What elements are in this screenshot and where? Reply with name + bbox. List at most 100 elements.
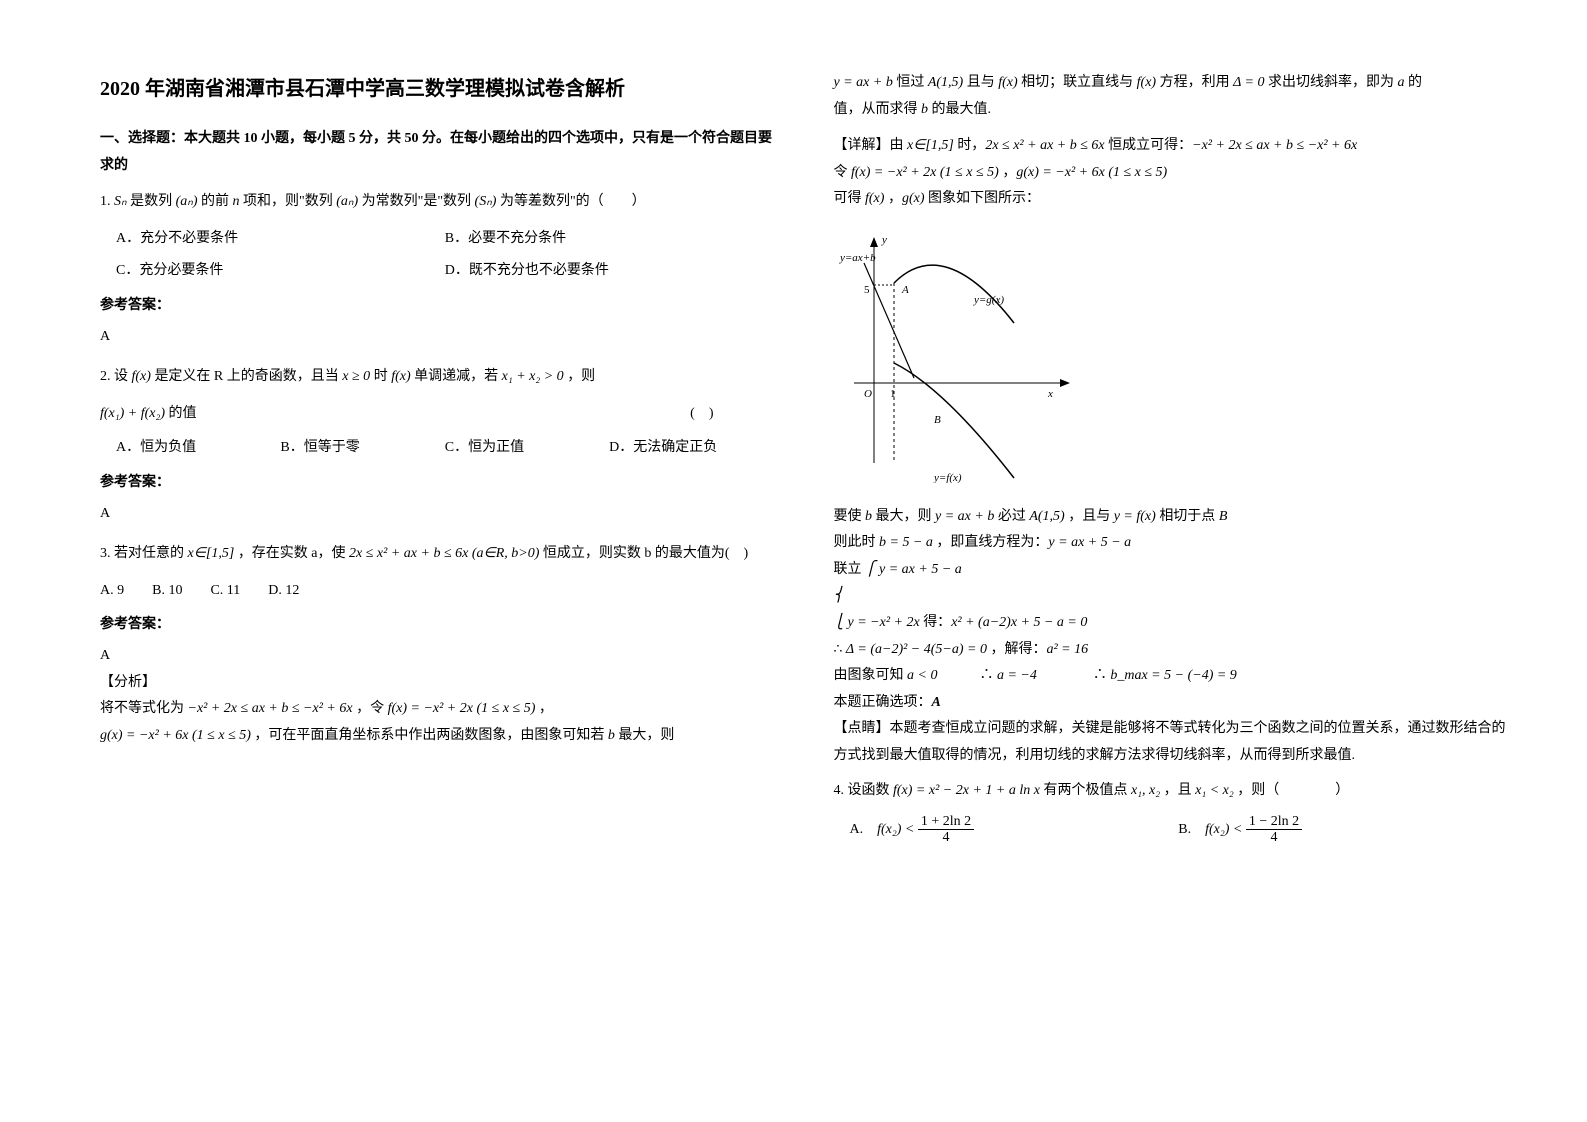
q1-stem-e: 为常数列"是"数列: [358, 194, 474, 209]
math-xe15: x∈[1,5]: [188, 546, 235, 561]
r-correct: 本题正确选项：A: [834, 690, 1508, 717]
left-column: 2020 年湖南省湘潭市县石潭中学高三数学理模拟试卷含解析 一、选择题：本大题共…: [100, 70, 804, 1092]
fracB-den: 4: [1246, 830, 1302, 845]
math-x1ltx2: x₁ < x₂: [1195, 783, 1234, 798]
r-comment: 【点睛】本题考查恒成立问题的求解，关键是能够将不等式转化为三个函数之间的位置关系…: [834, 716, 1508, 769]
math-gxdef-r: g(x) = −x² + 6x (1 ≤ x ≤ 5): [1016, 165, 1167, 180]
math-alt0: a < 0: [907, 668, 937, 683]
q3-stem-a: 3. 若对任意的: [100, 546, 188, 561]
correct: 本题正确选项：: [834, 695, 932, 710]
q3-analysis2: g(x) = −x² + 6x (1 ≤ x ≤ 5) ，可在平面直角坐标系中作…: [100, 723, 774, 750]
graph-label-y: y: [881, 234, 887, 246]
math-ineq2: −x² + 2x ≤ ax + b ≤ −x² + 6x: [188, 701, 353, 716]
q2-stem-a: 2. 设: [100, 369, 132, 384]
r-delta: ∴ Δ = (a−2)² − 4(5−a) = 0 ，解得：a² = 16: [834, 637, 1508, 664]
graph-label-O: O: [864, 388, 872, 400]
math-yax5a: y = ax + 5 − a: [1048, 535, 1131, 550]
q4e: ，且: [1160, 783, 1195, 798]
graph-label-A: A: [901, 284, 909, 296]
q2-ans-head: 参考答案：: [100, 470, 774, 497]
dc: ，解得：: [987, 642, 1047, 657]
graph-label-g: y=g(x): [973, 294, 1004, 306]
q4g: ，则（ ）: [1234, 783, 1350, 798]
q2-stem-c: 时: [370, 369, 391, 384]
r-img: 由图象可知 a < 0 ∴ a = −4 ∴ b_max = 5 − (−4) …: [834, 663, 1508, 690]
q2-opt-d: D．无法确定正负: [609, 435, 773, 462]
q4a: 4. 设函数: [834, 783, 894, 798]
math-a-r: a: [1398, 75, 1405, 90]
graph-label-line: y=ax+b: [839, 252, 876, 264]
math-gx-r: g(x): [902, 191, 925, 206]
q3-a1a: 将不等式化为: [100, 701, 188, 716]
math-B: B: [1219, 509, 1228, 524]
graph-svg: y=ax+b 5 A y=g(x) O 1 x y B y=f(x): [834, 223, 1094, 483]
b2c: ，即直线方程为：: [933, 535, 1049, 550]
b1c: 最大，则: [872, 509, 935, 524]
ia: 由图象可知: [834, 668, 908, 683]
q1-opt-d: D．既不充分也不必要条件: [445, 258, 774, 285]
r1f: 相切；联立直线与: [1018, 75, 1137, 90]
q1-opts-row1: A．充分不必要条件 B．必要不充分条件: [116, 226, 774, 253]
math-xge0: x ≥ 0: [342, 369, 370, 384]
r2c: 的最大值.: [928, 102, 991, 117]
ic: ∴: [937, 668, 997, 683]
d3e: 图象如下图所示：: [924, 191, 1040, 206]
question-4: 4. 设函数 f(x) = x² − 2x + 1 + a ln x 有两个极值…: [834, 778, 1508, 805]
q1-stem-b: 是数列: [127, 194, 176, 209]
math-an4: a = −4: [997, 668, 1037, 683]
math-fx-r3: f(x): [865, 191, 884, 206]
r1b: 恒过: [893, 75, 928, 90]
b1a: 要使: [834, 509, 866, 524]
graph-label-x: x: [1047, 388, 1053, 400]
fracA-num: 1 + 2ln 2: [918, 814, 974, 830]
math-b: b: [608, 728, 615, 743]
q1-opts-row2: C．充分必要条件 D．既不充分也不必要条件: [116, 258, 774, 285]
math-ineq2-r: −x² + 2x ≤ ax + b ≤ −x² + 6x: [1192, 138, 1357, 153]
r2a: 值，从而求得: [834, 102, 922, 117]
question-2: 2. 设 f(x) 是定义在 R 上的奇函数，且当 x ≥ 0 时 f(x) 单…: [100, 364, 774, 391]
r1l: 的: [1405, 75, 1423, 90]
math-a15-r: A(1,5): [1029, 509, 1064, 524]
math-sn: Sₙ: [114, 194, 127, 209]
q2-line2: f(x₁) + f(x₂) 的值 ( ): [100, 401, 774, 428]
q1-opt-a: A．充分不必要条件: [116, 226, 445, 253]
math-fxdef: f(x) = −x² + 2x (1 ≤ x ≤ 5): [388, 701, 536, 716]
math-q4f: f(x) = x² − 2x + 1 + a ln x: [893, 783, 1040, 798]
q2-paren: ( ): [690, 401, 713, 428]
math-x1x2: x₁ + x₂ > 0: [502, 369, 564, 384]
r1j: 求出切线斜率，即为: [1265, 75, 1398, 90]
ie: ∴: [1037, 668, 1111, 683]
fracB-num: 1 − 2ln 2: [1246, 814, 1302, 830]
q2-opt-b: B．恒等于零: [280, 435, 444, 462]
graph-label-1: 1: [890, 388, 896, 400]
math-quad: x² + (a−2)x + 5 − a = 0: [951, 615, 1087, 630]
q4aA: A.: [850, 822, 878, 837]
da: ∴: [834, 642, 846, 657]
q1-opt-b: B．必要不充分条件: [445, 226, 774, 253]
detail-head: 【详解】: [834, 138, 890, 153]
b2a: 则此时: [834, 535, 880, 550]
b1e: 必过: [994, 509, 1029, 524]
math-ineq1: 2x ≤ x² + ax + b ≤ 6x (a∈R, b>0): [349, 546, 539, 561]
correct-ans: A: [932, 695, 941, 710]
math-fx: f(x): [132, 369, 151, 384]
math-fx1fx2: f(x₁) + f(x₂): [100, 406, 165, 421]
math-snp: (Sₙ): [475, 194, 497, 209]
q2-opt-c: C．恒为正值: [445, 435, 609, 462]
d3a: 可得: [834, 191, 866, 206]
d2c: ，: [999, 165, 1017, 180]
d2a: 令: [834, 165, 852, 180]
q3-stem-b: ，存在实数 a，使: [234, 546, 349, 561]
q2-ans: A: [100, 501, 774, 528]
math-fxdef-r: f(x) = −x² + 2x (1 ≤ x ≤ 5): [851, 165, 999, 180]
q4aB: B.: [1178, 822, 1205, 837]
r-below2: 则此时 b = 5 − a ，即直线方程为：y = ax + 5 − a: [834, 530, 1508, 557]
graph-label-f: y=f(x): [933, 472, 962, 483]
math-delta0: Δ = 0: [1233, 75, 1264, 90]
q1-stem-f: 为等差数列"的（ ）: [496, 194, 645, 209]
math-a216: a² = 16: [1046, 642, 1088, 657]
r-detail3: 可得 f(x) ，g(x) 图象如下图所示：: [834, 186, 1508, 213]
math-fx2-a: f(x₂) <: [877, 822, 914, 837]
math-fx2-b: f(x₂) <: [1205, 822, 1242, 837]
r-sys: 联立 ⎧ y = ax + 5 − a ⎨ ⎩ y = −x² + 2x 得：x…: [834, 557, 1508, 637]
